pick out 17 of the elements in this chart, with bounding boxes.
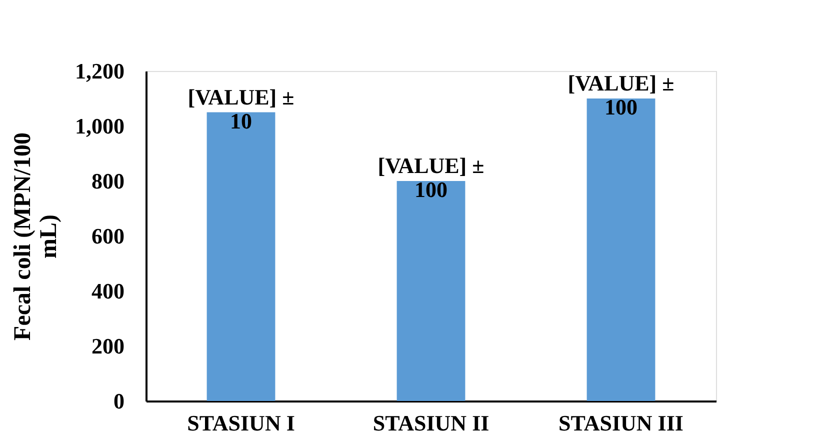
annotation: [VALUE] ± 100 [568,70,674,120]
x-tick-label: STASIUN III [558,410,684,436]
annotation: [VALUE] ± 100 [378,153,484,202]
y-tick-label: 1,200 [75,58,124,84]
bar [396,181,466,401]
annotation: [VALUE] ± 10 [188,84,294,134]
y-tick-label: 600 [92,224,124,248]
bar [206,112,276,401]
x-tick-label: STASIUN I [187,410,295,436]
y-tick-label: 1,000 [75,114,124,138]
y-tick-label: 800 [92,168,124,194]
y-tick-label: 0 [114,388,124,414]
x-tick-label: STASIUN II [372,410,490,436]
y-tick-label: 200 [92,334,124,358]
y-axis-title: Fecal coli (MPN/100 mL) [10,132,62,340]
y-tick-label: 400 [92,278,124,304]
bar [586,98,656,401]
